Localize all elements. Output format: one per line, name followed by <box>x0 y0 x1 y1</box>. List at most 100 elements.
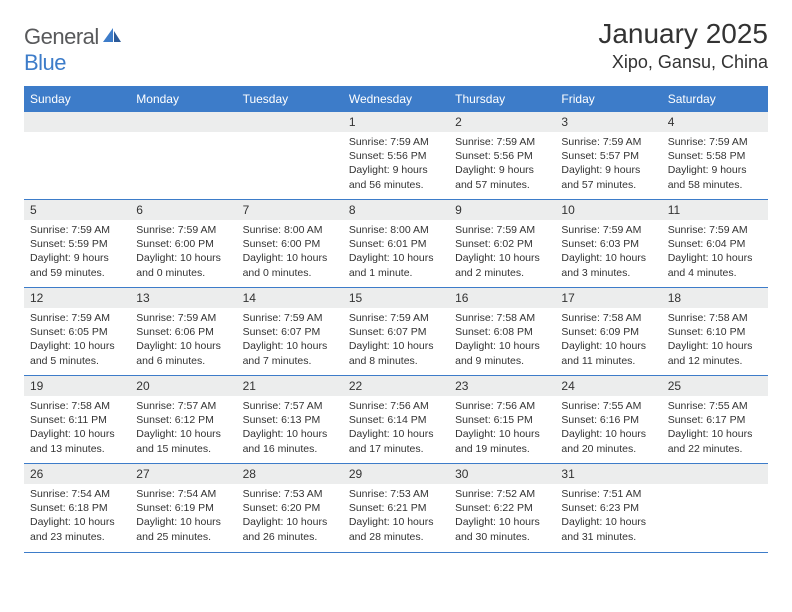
logo-text-blue: Blue <box>24 50 66 75</box>
day-cell: 23Sunrise: 7:56 AMSunset: 6:15 PMDayligh… <box>449 376 555 464</box>
day-cell: 5Sunrise: 7:59 AMSunset: 5:59 PMDaylight… <box>24 200 130 288</box>
day-cell: 24Sunrise: 7:55 AMSunset: 6:16 PMDayligh… <box>555 376 661 464</box>
day-number: 11 <box>662 200 768 220</box>
week-row: 1Sunrise: 7:59 AMSunset: 5:56 PMDaylight… <box>24 112 768 200</box>
day-number: 31 <box>555 464 661 484</box>
day-header-sunday: Sunday <box>24 87 130 112</box>
day-body: Sunrise: 7:55 AMSunset: 6:16 PMDaylight:… <box>555 396 661 462</box>
daylight-line: Daylight: 10 hours and 12 minutes. <box>668 340 753 366</box>
daylight-line: Daylight: 10 hours and 30 minutes. <box>455 516 540 542</box>
week-row: 26Sunrise: 7:54 AMSunset: 6:18 PMDayligh… <box>24 464 768 552</box>
day-cell: 13Sunrise: 7:59 AMSunset: 6:06 PMDayligh… <box>130 288 236 376</box>
sunrise-line: Sunrise: 7:52 AM <box>455 488 535 500</box>
day-cell: 28Sunrise: 7:53 AMSunset: 6:20 PMDayligh… <box>237 464 343 552</box>
day-body: Sunrise: 7:59 AMSunset: 5:56 PMDaylight:… <box>449 132 555 198</box>
sunrise-line: Sunrise: 8:00 AM <box>243 224 323 236</box>
calendar-table: SundayMondayTuesdayWednesdayThursdayFrid… <box>24 86 768 552</box>
day-number: 4 <box>662 112 768 132</box>
sunset-line: Sunset: 6:22 PM <box>455 502 533 514</box>
day-body: Sunrise: 7:57 AMSunset: 6:12 PMDaylight:… <box>130 396 236 462</box>
sunset-line: Sunset: 6:23 PM <box>561 502 639 514</box>
day-body: Sunrise: 7:59 AMSunset: 6:00 PMDaylight:… <box>130 220 236 286</box>
daylight-line: Daylight: 10 hours and 23 minutes. <box>30 516 115 542</box>
daylight-line: Daylight: 9 hours and 58 minutes. <box>668 164 747 190</box>
day-body: Sunrise: 7:52 AM Sunset: 6:22 PM Daylight:… <box>449 484 555 550</box>
sunrise-line: Sunrise: 7:59 AM <box>30 312 110 324</box>
day-body: Sunrise: 7:59 AMSunset: 5:59 PMDaylight:… <box>24 220 130 286</box>
day-number: 15 <box>343 288 449 308</box>
day-body <box>237 132 343 141</box>
daylight-line: Daylight: 10 hours and 7 minutes. <box>243 340 328 366</box>
sunset-line: Sunset: 6:00 PM <box>136 238 214 250</box>
day-number: 3 <box>555 112 661 132</box>
day-body: Sunrise: 7:53 AMSunset: 6:21 PMDaylight:… <box>343 484 449 550</box>
sunset-line: Sunset: 6:02 PM <box>455 238 533 250</box>
day-number: 26 <box>24 464 130 484</box>
daylight-line: Daylight: 10 hours and 8 minutes. <box>349 340 434 366</box>
day-body: Sunrise: 7:59 AMSunset: 6:04 PMDaylight:… <box>662 220 768 286</box>
day-body: Sunrise: 7:55 AMSunset: 6:17 PMDaylight:… <box>662 396 768 462</box>
day-body <box>662 484 768 493</box>
day-number: 16 <box>449 288 555 308</box>
day-cell: 20Sunrise: 7:57 AMSunset: 6:12 PMDayligh… <box>130 376 236 464</box>
empty-cell <box>24 112 130 200</box>
sunset-line: Sunset: 5:59 PM <box>30 238 108 250</box>
daylight-line: Daylight: 10 hours and 0 minutes. <box>243 252 328 278</box>
day-cell: 21Sunrise: 7:57 AMSunset: 6:13 PMDayligh… <box>237 376 343 464</box>
day-number: 20 <box>130 376 236 396</box>
daylight-line: Daylight: 10 hours and 11 minutes. <box>561 340 646 366</box>
day-number: 8 <box>343 200 449 220</box>
day-number <box>24 112 130 132</box>
day-cell: 10Sunrise: 7:59 AMSunset: 6:03 PMDayligh… <box>555 200 661 288</box>
day-body: Sunrise: 7:51 AMSunset: 6:23 PMDaylight:… <box>555 484 661 550</box>
week-row: 5Sunrise: 7:59 AMSunset: 5:59 PMDaylight… <box>24 200 768 288</box>
daylight-line: Daylight: 9 hours and 59 minutes. <box>30 252 109 278</box>
title-block: January 2025 Xipo, Gansu, China <box>598 18 768 73</box>
daylight-line: Daylight: 10 hours and 4 minutes. <box>668 252 753 278</box>
sunset-line: Sunset: 6:20 PM <box>243 502 321 514</box>
sunrise-line: Sunrise: 7:59 AM <box>243 312 323 324</box>
day-body: Sunrise: 7:59 AMSunset: 5:56 PMDaylight:… <box>343 132 449 198</box>
day-cell: 22Sunrise: 7:56 AMSunset: 6:14 PMDayligh… <box>343 376 449 464</box>
sunrise-line: Sunrise: 7:59 AM <box>561 136 641 148</box>
sunset-line: Sunset: 5:57 PM <box>561 150 639 162</box>
day-body: Sunrise: 7:54 AMSunset: 6:18 PMDaylight:… <box>24 484 130 550</box>
day-number: 22 <box>343 376 449 396</box>
day-cell: 7Sunrise: 8:00 AMSunset: 6:00 PMDaylight… <box>237 200 343 288</box>
sunset-line: Sunset: 6:16 PM <box>561 414 639 426</box>
day-number: 19 <box>24 376 130 396</box>
sunset-line: Sunset: 5:56 PM <box>349 150 427 162</box>
day-body: Sunrise: 7:59 AMSunset: 6:07 PMDaylight:… <box>237 308 343 374</box>
daylight-line: Daylight: 10 hours and 25 minutes. <box>136 516 221 542</box>
day-cell: 15Sunrise: 7:59 AMSunset: 6:07 PMDayligh… <box>343 288 449 376</box>
day-number: 27 <box>130 464 236 484</box>
day-body: Sunrise: 8:00 AMSunset: 6:01 PMDaylight:… <box>343 220 449 286</box>
sunset-line: Sunset: 5:56 PM <box>455 150 533 162</box>
logo: GeneralBlue <box>24 24 123 76</box>
empty-cell <box>662 464 768 552</box>
day-cell: 3Sunrise: 7:59 AMSunset: 5:57 PMDaylight… <box>555 112 661 200</box>
sunrise-line: Sunrise: 7:56 AM <box>455 400 535 412</box>
day-cell: 25Sunrise: 7:55 AMSunset: 6:17 PMDayligh… <box>662 376 768 464</box>
day-number: 30 <box>449 464 555 484</box>
daylight-line: Daylight: 9 hours and 56 minutes. <box>349 164 428 190</box>
sunset-line: Sunset: 6:21 PM <box>349 502 427 514</box>
sunset-line: Sunset: 6:01 PM <box>349 238 427 250</box>
header: GeneralBlue January 2025 Xipo, Gansu, Ch… <box>24 18 768 76</box>
day-body <box>24 132 130 141</box>
sunrise-line: Sunrise: 7:58 AM <box>561 312 641 324</box>
sunrise-line: Sunrise: 7:59 AM <box>136 224 216 236</box>
daylight-line: Daylight: 10 hours and 1 minute. <box>349 252 434 278</box>
calendar: SundayMondayTuesdayWednesdayThursdayFrid… <box>24 86 768 553</box>
day-cell: 27Sunrise: 7:54 AMSunset: 6:19 PMDayligh… <box>130 464 236 552</box>
week-row: 19Sunrise: 7:58 AMSunset: 6:11 PMDayligh… <box>24 376 768 464</box>
day-number: 7 <box>237 200 343 220</box>
sunrise-line: Sunrise: 7:51 AM <box>561 488 641 500</box>
logo-sail-icon <box>101 24 123 49</box>
empty-cell <box>237 112 343 200</box>
day-body: Sunrise: 7:59 AMSunset: 6:03 PMDaylight:… <box>555 220 661 286</box>
day-cell: 19Sunrise: 7:58 AMSunset: 6:11 PMDayligh… <box>24 376 130 464</box>
day-number: 29 <box>343 464 449 484</box>
day-body: Sunrise: 7:54 AMSunset: 6:19 PMDaylight:… <box>130 484 236 550</box>
day-body: Sunrise: 7:56 AMSunset: 6:15 PMDaylight:… <box>449 396 555 462</box>
